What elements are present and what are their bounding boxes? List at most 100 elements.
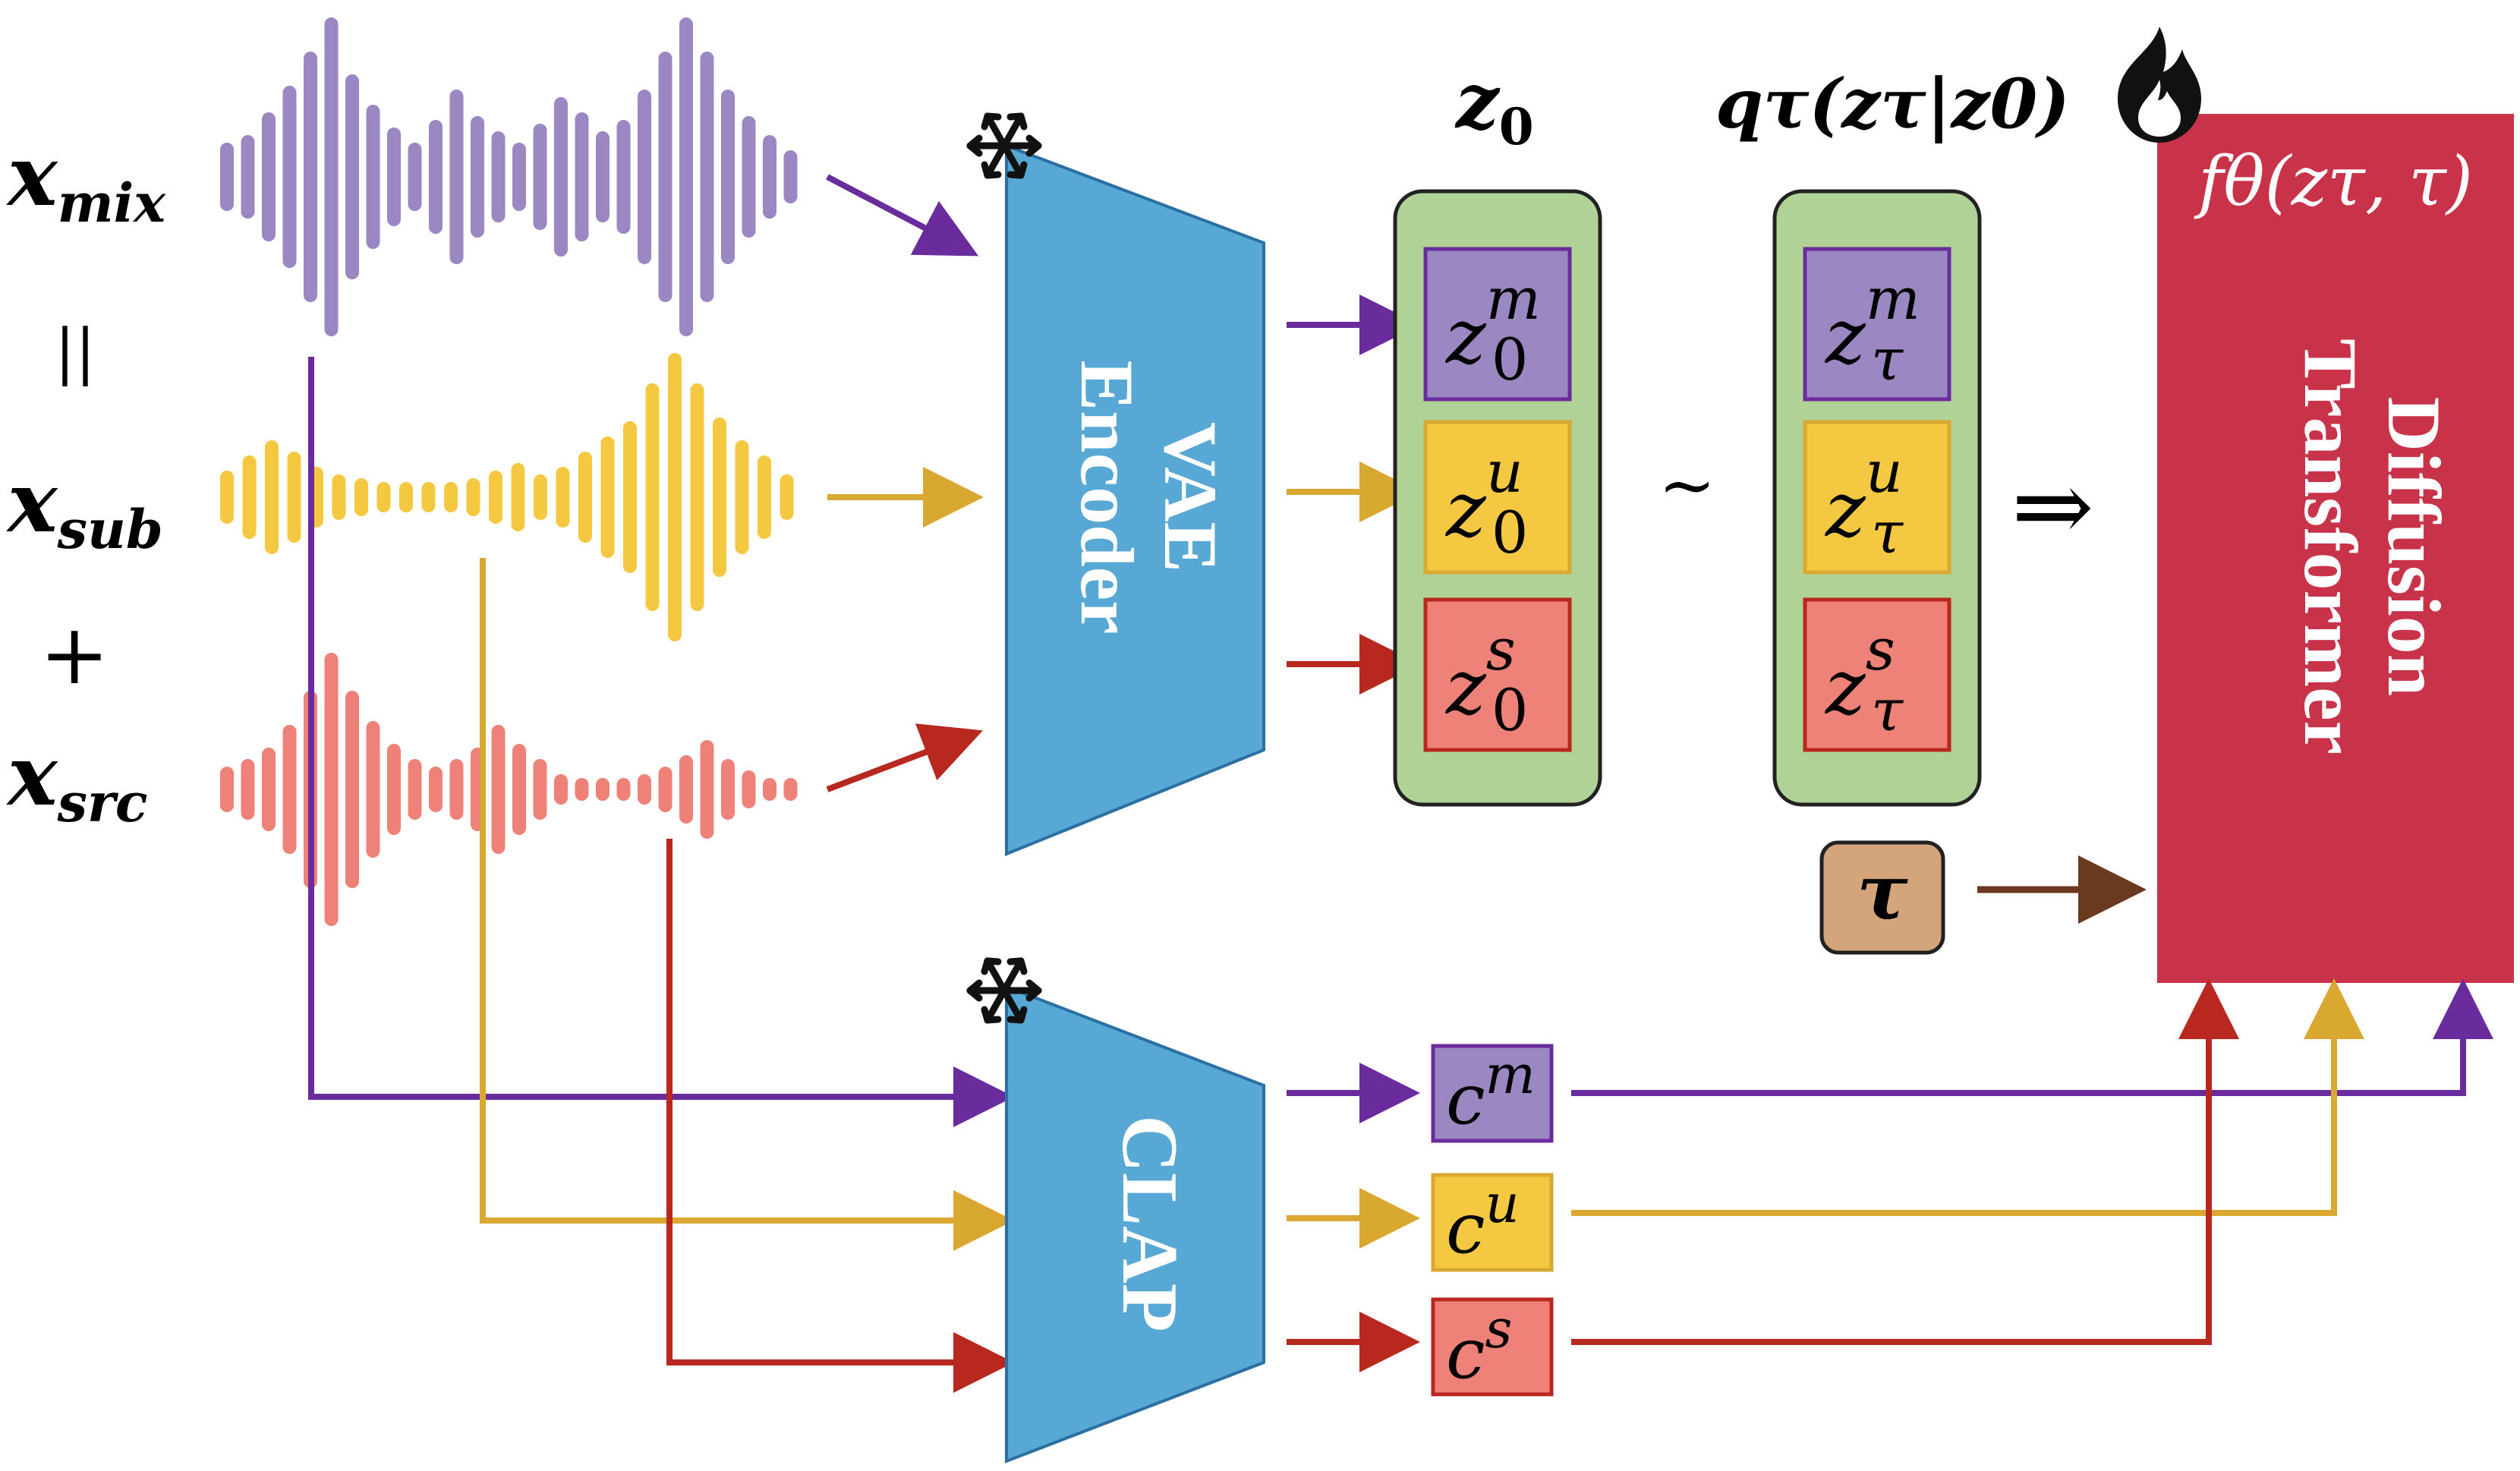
waveform-bar <box>421 482 436 512</box>
cond-s-box <box>1431 1297 1554 1397</box>
waveform-bar <box>780 474 794 520</box>
waveform-bar <box>324 17 339 336</box>
waveform-bar <box>220 143 234 211</box>
cond-m-box <box>1431 1044 1554 1143</box>
waveform-bar <box>616 120 631 234</box>
waveform-bar <box>534 474 547 520</box>
waveform-bar <box>596 131 610 222</box>
waveform-bar <box>512 143 526 211</box>
mix-to-vae-arrow <box>826 174 979 257</box>
zt-m-box <box>1803 247 1951 402</box>
waveform-bar <box>721 759 735 820</box>
src-to-clap-arrow <box>666 839 1014 1393</box>
cm-to-transformer-arrow <box>1571 978 2493 1096</box>
cond-u-label: cu <box>1446 1173 1520 1269</box>
cu-to-transformer-arrow <box>1571 978 2364 1216</box>
waveform-bar <box>596 778 610 801</box>
waveform-bar <box>429 120 443 234</box>
waveform-bar <box>638 774 651 805</box>
z0-m-sub: 0 <box>1492 326 1528 393</box>
clap-label: CLAP <box>1106 1115 1195 1332</box>
waveform-bar <box>444 482 458 512</box>
waveform-bar <box>345 74 359 279</box>
waveform-bar <box>658 767 673 812</box>
snowflake-icon <box>966 112 1042 179</box>
waveform-bar <box>399 482 413 512</box>
waveform-bar <box>466 478 480 516</box>
waveform-bar <box>735 440 749 554</box>
diffusion-transformer-block <box>2157 114 2514 983</box>
waveform-bar <box>783 150 798 203</box>
waveform-bar <box>783 778 798 801</box>
x-src-label: xsrc <box>6 726 148 834</box>
waveform-bar <box>700 52 714 302</box>
z0-s-label: zs <box>1445 616 1516 732</box>
zt-s-label: zs <box>1825 616 1895 732</box>
fire-icon <box>2118 27 2201 143</box>
waveform-bar <box>638 90 651 264</box>
waveform-bar <box>763 778 776 801</box>
zt-u-box <box>1803 420 1951 575</box>
waveform-bar <box>408 143 422 211</box>
waveform-bar <box>408 759 422 820</box>
zt-u-label: zu <box>1825 438 1903 554</box>
mix-to-clap-arrow <box>308 357 1014 1127</box>
cond-s-label: cs <box>1446 1298 1512 1394</box>
waveform-bar <box>366 105 380 249</box>
waveform-bar <box>282 86 297 268</box>
waveform-bar <box>578 452 592 543</box>
vae-encoder-label: VAEEncoder <box>1065 360 1233 634</box>
waveform-bar <box>713 417 726 577</box>
waveform-bar <box>554 97 568 257</box>
waveform-bar <box>354 478 368 516</box>
waveform-bar <box>758 455 771 539</box>
waveform-bar <box>556 467 570 528</box>
z0-title: z0 <box>1454 56 1534 156</box>
cs-to-transformer-arrow <box>1571 978 2239 1345</box>
x-sub-label: xsub <box>6 453 163 561</box>
z0-u-sub: 0 <box>1492 499 1528 566</box>
waveform-bar <box>376 482 391 512</box>
equals-sign: || <box>55 316 96 386</box>
waveform-bar <box>575 112 589 241</box>
waveform-bar <box>241 759 255 820</box>
waveform-bar <box>512 744 526 835</box>
waveform-bar <box>242 455 257 539</box>
waveform-bar <box>533 124 547 230</box>
waveform-bar <box>265 440 279 554</box>
zt-m-label: zm <box>1825 265 1920 381</box>
vae-encoder-block <box>1005 143 1265 856</box>
waveform-bar <box>491 725 506 854</box>
waveform-bar <box>668 353 682 641</box>
waveform-bar <box>679 755 693 824</box>
waveform-bar <box>220 471 234 524</box>
waveform-bar <box>489 471 502 524</box>
waveform-bar <box>645 383 660 611</box>
zt-s-sub: τ <box>1871 676 1904 744</box>
waveform-src <box>220 653 798 926</box>
waveform-bar <box>282 725 297 854</box>
cond-u-box <box>1431 1173 1554 1272</box>
z0-u-label: zu <box>1445 438 1523 554</box>
z0-s-sub: 0 <box>1492 676 1528 744</box>
waveform-bar <box>387 128 401 226</box>
waveform-bar <box>554 774 568 805</box>
tau-label: τ <box>1857 847 1908 937</box>
src-to-vae-arrow <box>826 723 983 792</box>
q-title: qτ(zτ|z0) <box>1715 64 2070 144</box>
z0-m-label: zm <box>1445 265 1541 381</box>
waveform-bar <box>658 52 673 302</box>
waveform-bar <box>324 653 339 926</box>
sub-to-clap-arrow <box>480 558 1014 1251</box>
waveform-bar <box>600 436 615 558</box>
waveform-bar <box>616 778 631 801</box>
zt-s-box <box>1803 597 1951 752</box>
transformer-label: DiffusionTransformer <box>2288 339 2456 754</box>
waveform-bar <box>262 112 276 241</box>
waveform-bar <box>262 748 276 831</box>
waveform-bar <box>623 421 637 573</box>
waveform-bar <box>511 463 525 531</box>
waveform-bar <box>679 17 693 336</box>
tilde-symbol: ~ <box>1658 446 1715 525</box>
waveform-bar <box>220 767 234 812</box>
